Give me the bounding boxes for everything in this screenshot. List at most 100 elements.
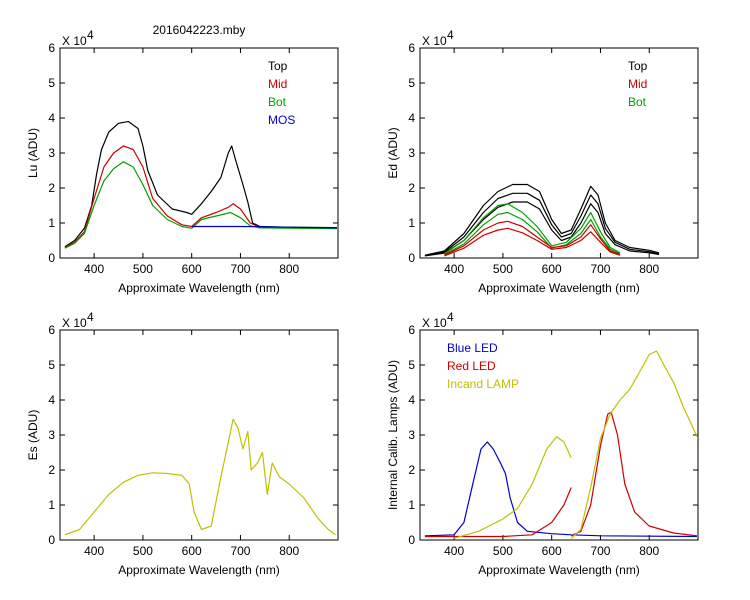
legend-entry-mid: Mid <box>268 77 287 91</box>
y-tick-label: 3 <box>48 146 55 160</box>
y-tick-label: 3 <box>408 428 415 442</box>
y-tick-label: 4 <box>48 393 55 407</box>
y-tick-label: 4 <box>408 393 415 407</box>
series-line-mid <box>444 220 621 256</box>
legend-entry-top: Top <box>268 59 288 73</box>
y-tick-label: 4 <box>408 111 415 125</box>
y-tick-label: 1 <box>48 498 55 512</box>
x-tick-label: 500 <box>133 262 153 276</box>
x-tick-label: 800 <box>279 544 299 558</box>
y-axis-label: Ed (ADU) <box>386 127 400 178</box>
legend-entry-bot: Bot <box>268 95 287 109</box>
y-tick-label: 2 <box>48 181 55 195</box>
x-tick-label: 800 <box>639 544 659 558</box>
series-line-bot <box>64 161 338 249</box>
plot-frame <box>59 329 339 541</box>
y-tick-label: 6 <box>48 323 55 337</box>
y-tick-label: 6 <box>48 41 55 55</box>
y-tick-label: 0 <box>48 533 55 547</box>
x-tick-label: 800 <box>639 262 659 276</box>
y-tick-label: 6 <box>408 323 415 337</box>
x-tick-label: 700 <box>590 544 610 558</box>
y-multiplier-exponent: 4 <box>447 310 454 324</box>
legend-entry-red-led: Red LED <box>447 359 496 373</box>
y-tick-label: 5 <box>408 76 415 90</box>
x-tick-label: 800 <box>279 262 299 276</box>
figure-title: 2016042223.mby <box>153 23 246 37</box>
x-tick-label: 400 <box>84 262 104 276</box>
series-line-blue-led <box>424 441 698 538</box>
series-group <box>424 183 660 257</box>
x-tick-label: 500 <box>133 544 153 558</box>
x-tick-label: 400 <box>444 544 464 558</box>
y-tick-label: 3 <box>48 428 55 442</box>
x-tick-label: 700 <box>590 262 610 276</box>
y-axis-label: Lu (ADU) <box>26 128 40 178</box>
legend-entry-bot: Bot <box>628 95 647 109</box>
series-line-top <box>424 201 660 257</box>
y-tick-label: 1 <box>408 216 415 230</box>
series-line-red-led <box>570 411 698 537</box>
series-line-red-led <box>424 487 572 538</box>
x-tick-label: 500 <box>493 262 513 276</box>
y-tick-label: 0 <box>48 251 55 265</box>
legend-entry-incand-lamp: Incand LAMP <box>447 377 519 391</box>
y-tick-label: 6 <box>408 41 415 55</box>
x-axis-label: Approximate Wavelength (nm) <box>478 281 640 295</box>
y-multiplier-exponent: 4 <box>87 28 94 42</box>
y-multiplier-exponent: 4 <box>87 310 94 324</box>
series-line-incand-lamp <box>453 436 572 539</box>
x-tick-label: 400 <box>84 544 104 558</box>
y-tick-label: 0 <box>408 533 415 547</box>
y-tick-label: 1 <box>408 498 415 512</box>
y-multiplier-exponent: 4 <box>447 28 454 42</box>
y-multiplier: X 10 <box>62 316 87 330</box>
y-tick-label: 0 <box>408 251 415 265</box>
y-tick-label: 2 <box>48 463 55 477</box>
y-tick-label: 1 <box>48 216 55 230</box>
x-tick-label: 600 <box>542 262 562 276</box>
y-axis-label: Es (ADU) <box>26 410 40 461</box>
legend-entry-blue-led: Blue LED <box>447 341 498 355</box>
series-line-bot <box>444 211 621 256</box>
y-tick-label: 5 <box>48 358 55 372</box>
x-axis-label: Approximate Wavelength (nm) <box>478 563 640 577</box>
x-axis-label: Approximate Wavelength (nm) <box>118 281 280 295</box>
y-tick-label: 2 <box>408 181 415 195</box>
series-line-es <box>64 418 336 536</box>
y-tick-label: 3 <box>408 146 415 160</box>
y-tick-label: 2 <box>408 463 415 477</box>
x-tick-label: 600 <box>182 262 202 276</box>
x-tick-label: 600 <box>182 544 202 558</box>
series-line-bot <box>444 203 621 255</box>
x-tick-label: 600 <box>542 544 562 558</box>
x-tick-label: 400 <box>444 262 464 276</box>
series-group <box>424 350 698 539</box>
series-line-incand-lamp <box>570 350 698 539</box>
legend-entry-mos: MOS <box>268 113 295 127</box>
series-line-top <box>64 120 338 248</box>
series-group <box>64 418 336 536</box>
y-axis-label: Internal Calib. Lamps (ADU) <box>386 360 400 510</box>
y-multiplier: X 10 <box>422 34 447 48</box>
legend-entry-mid: Mid <box>628 77 647 91</box>
x-tick-label: 500 <box>493 544 513 558</box>
x-tick-label: 700 <box>230 544 250 558</box>
series-line-top <box>424 192 660 257</box>
series-line-mid <box>444 227 621 257</box>
series-line-mid <box>64 145 338 249</box>
series-line-mos <box>191 225 338 229</box>
y-multiplier: X 10 <box>62 34 87 48</box>
y-tick-label: 5 <box>408 358 415 372</box>
x-tick-label: 700 <box>230 262 250 276</box>
series-group <box>64 120 338 249</box>
y-tick-label: 4 <box>48 111 55 125</box>
series-line-top <box>424 183 660 256</box>
y-multiplier: X 10 <box>422 316 447 330</box>
